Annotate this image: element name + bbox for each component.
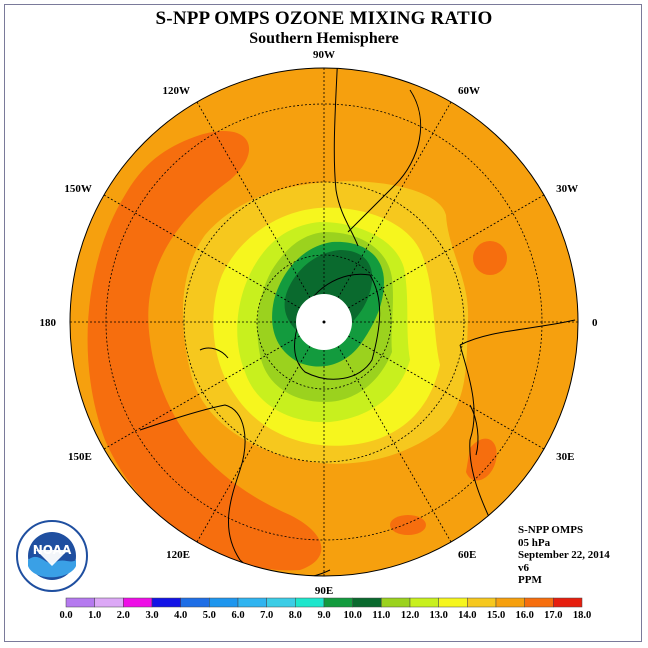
colorbar-tick-label: 4.0 (174, 610, 187, 621)
meridian-label: 60E (458, 549, 476, 561)
coast-madagascar (469, 404, 479, 456)
colorbar-swatch (65, 597, 95, 608)
contour-15-16-south (390, 515, 426, 535)
map-title: S-NPP OMPS OZONE MIXING RATIO (155, 8, 493, 29)
colorbar-tick-label: 18.0 (573, 610, 591, 621)
meridian-line (196, 101, 311, 298)
colorbar-swatches (65, 597, 583, 608)
meridian-label: 60W (458, 85, 480, 97)
meridian-line (337, 101, 452, 298)
meridian-label: 0 (592, 317, 598, 329)
colorbar-tick-label: 1.0 (88, 610, 101, 621)
coast-africa (459, 319, 576, 541)
meridian-line (337, 346, 452, 543)
map-boundary (69, 67, 579, 577)
map-info-panel: S-NPP OMPS 05 hPa September 22, 2014 v6 … (518, 524, 610, 587)
logo-bird (36, 550, 68, 566)
colorbar-swatch (409, 597, 439, 608)
colorbar-tick-label: 6.0 (231, 610, 244, 621)
colorbar-swatch (266, 597, 296, 608)
colorbar-tick-label: 0.0 (59, 610, 72, 621)
contour-15-16-east (466, 438, 497, 481)
meridian-line (196, 346, 311, 543)
coast-south-america-east (347, 89, 422, 233)
colorbar-tick-label: 3.0 (145, 610, 158, 621)
meridian-label: 120W (163, 85, 191, 97)
colorbar-labels: 0.0 1.0 2.0 3.0 4.0 5.0 6.0 7.0 8.0 9.0 10.0 11.0 12… (59, 610, 591, 621)
colorbar-swatch (295, 597, 325, 608)
colorbar-swatch (381, 597, 411, 608)
colorbar-tick-label: 8.0 (289, 610, 302, 621)
coast-south-america (333, 68, 359, 247)
info-date: September 22, 2014 (518, 549, 610, 561)
south-pole-marker (322, 320, 326, 324)
coast-new-zealand (199, 347, 229, 359)
meridian-label: 90W (313, 49, 335, 61)
info-level: 05 hPa (518, 536, 551, 549)
colorbar-tick-label: 15.0 (487, 610, 505, 621)
meridian-line (348, 194, 545, 309)
colorbar-tick-label: 2.0 (117, 610, 130, 621)
meridian-lines (70, 68, 578, 576)
colorbar-tick-label: 9.0 (317, 610, 330, 621)
colorbar-tick-label: 14.0 (458, 610, 476, 621)
info-version: v6 (518, 561, 529, 574)
colorbar-swatch (323, 597, 353, 608)
contour-15-16-west (87, 131, 322, 571)
map-subtitle: Southern Hemisphere (249, 30, 399, 47)
colorbar-tick-label: 10.0 (343, 610, 361, 621)
meridian-labels: 90W 60W 30W 0 30E 60E 90E 120E 150E 180 150W 120W (40, 49, 599, 597)
meridian-label: 120E (166, 549, 190, 561)
colorbar-swatch (553, 597, 583, 608)
meridian-line (103, 335, 300, 450)
colorbar-swatch (438, 597, 468, 608)
colorbar-tick-label: 12.0 (401, 610, 419, 621)
colorbar-swatch (467, 597, 497, 608)
colorbar-tick-label: 11.0 (372, 610, 390, 621)
colorbar-tick-label: 7.0 (260, 610, 273, 621)
meridian-label: 90E (315, 585, 333, 597)
colorbar-swatch (123, 597, 153, 608)
info-units: PPM (518, 574, 542, 586)
colorbar-swatch (151, 597, 181, 608)
info-instrument: S-NPP OMPS (518, 524, 584, 536)
colorbar-swatch (352, 597, 382, 608)
meridian-label: 180 (40, 317, 57, 329)
colorbar-swatch (495, 597, 525, 608)
ozone-field (70, 68, 578, 576)
colorbar-tick-label: 17.0 (544, 610, 562, 621)
colorbar-swatch (209, 597, 239, 608)
meridian-line (348, 335, 545, 450)
noaa-logo: NOAA (16, 520, 88, 592)
colorbar-tick-label: 13.0 (429, 610, 447, 621)
colorbar-swatch (180, 597, 210, 608)
colorbar-swatch (94, 597, 124, 608)
contour-15-16-spot (473, 241, 507, 275)
colorbar-swatch (237, 597, 267, 608)
colorbar-tick-label: 16.0 (515, 610, 533, 621)
logo-text: NOAA (33, 543, 72, 557)
coast-antarctica (294, 273, 381, 380)
meridian-label: 150E (68, 451, 92, 463)
colorbar-tick-label: 5.0 (203, 610, 216, 621)
meridian-label: 30E (556, 451, 574, 463)
meridian-label: 150W (64, 183, 92, 195)
meridian-line (103, 194, 300, 309)
meridian-label: 30W (556, 183, 578, 195)
colorbar-swatch (524, 597, 554, 608)
logo-wave (28, 556, 76, 578)
